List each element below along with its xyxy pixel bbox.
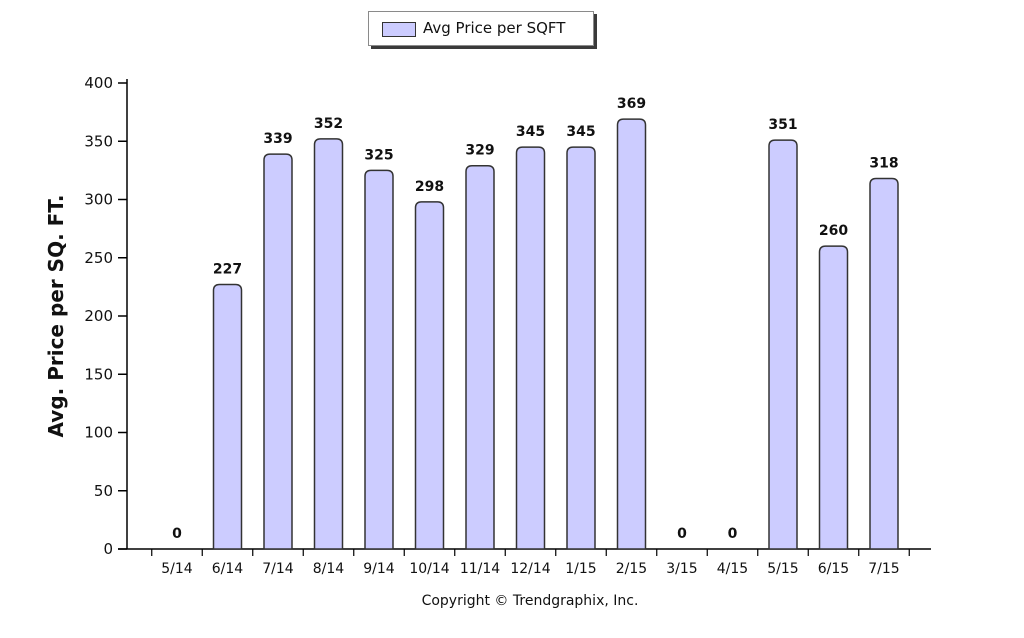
bar (818, 245, 849, 550)
x-tick-label: 4/15 (717, 561, 748, 577)
x-tick-label: 9/14 (363, 561, 395, 577)
bar (768, 139, 798, 550)
legend-swatch (382, 22, 416, 37)
bar (263, 153, 293, 550)
y-tick-label: 200 (84, 307, 113, 325)
x-tick-label: 5/15 (767, 561, 798, 577)
data-label: 369 (617, 96, 646, 112)
y-tick-label: 400 (84, 74, 113, 92)
y-tick-label: 0 (103, 540, 113, 558)
x-tick-label: 5/14 (161, 561, 193, 577)
x-tick-label: 8/14 (313, 561, 345, 577)
x-tick-label: 11/14 (460, 561, 500, 577)
bar (616, 118, 647, 550)
y-tick-label: 300 (84, 191, 113, 209)
y-tick-label: 150 (84, 365, 113, 383)
y-tick-label: 100 (84, 424, 113, 442)
data-label: 227 (213, 262, 242, 278)
data-label: 345 (516, 124, 545, 140)
x-tick-label: 7/14 (262, 561, 294, 577)
bar (566, 146, 596, 550)
x-tick-label: 1/15 (565, 561, 596, 577)
bar (465, 164, 495, 550)
y-ticks: 0 50 100 150 200 250 300 350 400 (84, 74, 127, 558)
data-label: 329 (465, 143, 494, 159)
bar (364, 169, 394, 550)
x-tick-label: 2/15 (616, 561, 647, 577)
data-label: 260 (819, 223, 848, 239)
y-axis-label: Avg. Price per SQ. FT. (44, 195, 68, 438)
data-label: 0 (728, 526, 738, 542)
data-label: 352 (314, 116, 343, 132)
y-tick-label: 350 (84, 132, 113, 150)
bar (313, 138, 344, 550)
bar (515, 146, 546, 550)
data-label: 351 (768, 117, 797, 133)
bar (869, 177, 899, 550)
data-label: 0 (172, 526, 182, 542)
x-tick-label: 12/14 (510, 561, 550, 577)
data-label: 339 (263, 131, 292, 147)
legend-label: Avg Price per SQFT (423, 19, 566, 37)
legend: Avg Price per SQFT (368, 11, 594, 46)
x-tick-label: 6/15 (818, 561, 849, 577)
y-axis-label-group: Avg. Price per SQ. FT. (44, 195, 68, 438)
data-label: 298 (415, 179, 444, 195)
x-tick-label: 10/14 (409, 561, 449, 577)
bar (212, 283, 243, 550)
data-label: 0 (677, 526, 687, 542)
y-tick-label: 250 (84, 249, 113, 267)
y-tick-label: 50 (94, 482, 113, 500)
data-label: 345 (566, 124, 595, 140)
x-tick-label: 6/14 (212, 561, 244, 577)
value-labels: 0 227 339 352 325 298 329 345 345 369 0 0 351 260 318 (172, 96, 898, 542)
data-label: 325 (364, 147, 393, 163)
x-tick-label: 3/15 (666, 561, 697, 577)
bar (414, 201, 445, 550)
bars (212, 118, 899, 550)
x-ticks: 5/14 6/14 7/14 8/14 9/14 10/14 11/14 12/14 1/15 2… (151, 549, 910, 577)
x-tick-label: 7/15 (868, 561, 899, 577)
copyright-text: Copyright © Trendgraphix, Inc. (421, 593, 639, 609)
data-label: 318 (869, 156, 898, 172)
